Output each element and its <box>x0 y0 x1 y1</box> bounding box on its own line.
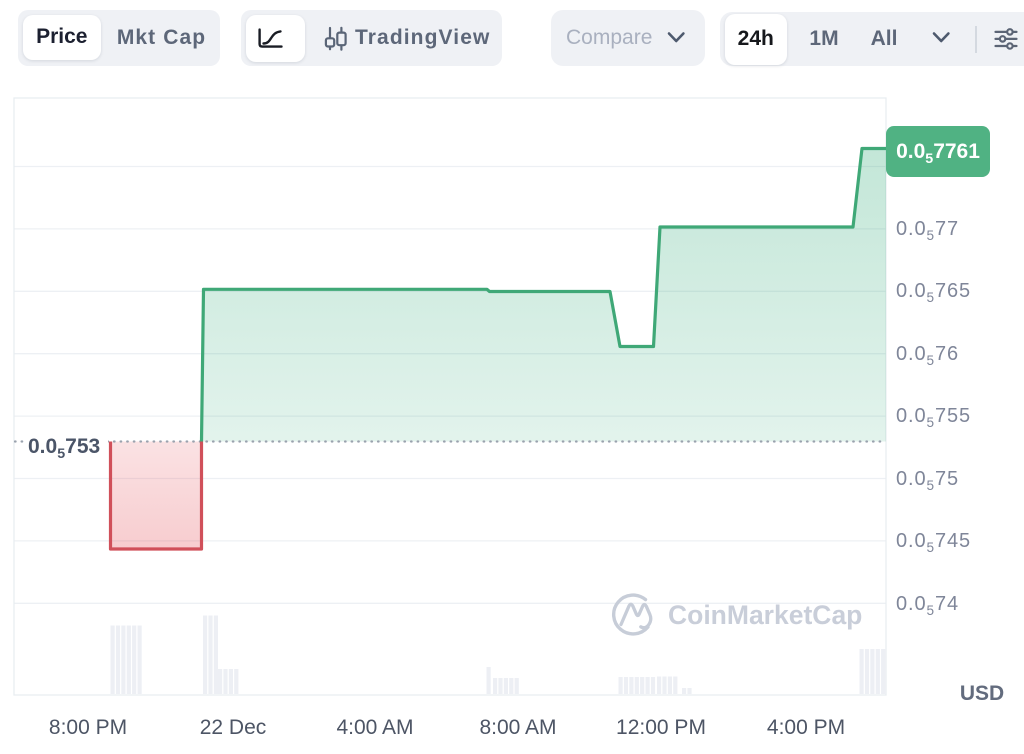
svg-text:CoinMarketCap: CoinMarketCap <box>668 600 862 630</box>
